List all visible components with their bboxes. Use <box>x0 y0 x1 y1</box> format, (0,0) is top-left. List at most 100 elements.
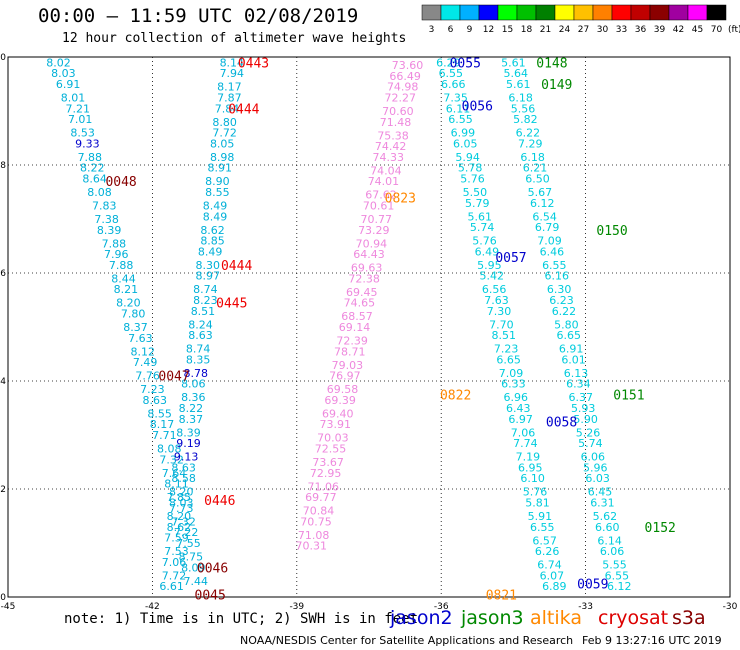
colorbar-label: 6 <box>448 25 454 35</box>
data-point-jason3: 6.46 <box>540 245 565 258</box>
x-tick-label: -36 <box>434 602 449 612</box>
y-tick-label: 8 <box>0 161 6 171</box>
data-point-jason3: 6.54 <box>532 210 557 223</box>
data-point-s3a: 7.06 <box>162 556 187 569</box>
data-point-altika: 71.08 <box>298 529 330 542</box>
data-point-altika: 69.40 <box>322 407 354 420</box>
data-point-s3a: 7.88 <box>109 259 134 272</box>
data-point-s3a: 8.37 <box>123 321 148 334</box>
pass-label-jason2: 0055 <box>450 56 481 71</box>
data-point-s3a: 8.03 <box>169 497 194 510</box>
data-point-jason2: 5.42 <box>479 270 504 283</box>
data-point-jason3: 6.03 <box>585 472 610 485</box>
data-point-s3a: 9.33 <box>75 137 100 150</box>
data-point-jason2: 6.05 <box>453 137 478 150</box>
data-point-s3a: 6.91 <box>56 78 81 91</box>
data-point-jason2: 6.96 <box>504 391 529 404</box>
data-point-jason3: 7.29 <box>518 137 543 150</box>
data-point-altika: 74.65 <box>344 297 376 310</box>
data-point-altika: 79.03 <box>332 359 364 372</box>
data-point-jason3: 6.12 <box>607 580 632 593</box>
pass-label-jason3: 0150 <box>596 224 627 239</box>
data-point-altika: 74.98 <box>387 81 419 94</box>
colorbar-label: 18 <box>521 25 533 35</box>
data-point-s3a: 8.24 <box>188 318 213 331</box>
data-point-jason3: 6.55 <box>542 259 567 272</box>
data-point-jason2: 5.91 <box>528 510 553 523</box>
data-point-altika: 73.29 <box>358 224 390 237</box>
data-point-altika: 76.97 <box>329 370 361 383</box>
data-point-altika: 67.62 <box>365 189 397 202</box>
data-point-altika: 72.95 <box>310 467 342 480</box>
data-point-s3a: 8.78 <box>183 367 208 380</box>
data-point-jason2: 6.55 <box>448 113 473 126</box>
data-point-jason2: 5.79 <box>465 197 490 210</box>
data-point-jason3: 6.13 <box>564 367 589 380</box>
data-point-altika: 69.45 <box>346 286 378 299</box>
data-point-jason3: 6.50 <box>525 173 550 186</box>
pass-label-altika: 0823 <box>385 191 416 206</box>
data-point-s3a: 8.44 <box>111 272 136 285</box>
data-point-s3a: 8.20 <box>169 486 194 499</box>
data-point-altika: 66.49 <box>389 70 421 83</box>
data-point-jason2: 7.30 <box>487 305 512 318</box>
data-point-jason3: 7.09 <box>537 235 562 248</box>
data-point-jason2: 5.76 <box>523 486 548 499</box>
data-point-s3a: 7.85 <box>167 491 192 504</box>
pass-label-jason2: 0057 <box>495 251 526 266</box>
colorbar-swatch <box>440 4 461 21</box>
data-point-altika: 72.55 <box>315 443 347 456</box>
data-point-jason3: 6.60 <box>595 521 620 534</box>
data-point-s3a: 7.32 <box>171 515 196 528</box>
data-point-jason2: 5.50 <box>463 186 488 199</box>
data-point-s3a: 8.06 <box>181 378 206 391</box>
data-point-jason3: 6.22 <box>552 305 577 318</box>
data-point-s3a: 8.91 <box>208 162 233 175</box>
data-point-s3a: 8.74 <box>193 283 218 296</box>
colorbar-swatch <box>611 4 632 21</box>
data-point-s3a: 7.55 <box>176 537 201 550</box>
pass-label-s3a: 0047 <box>158 370 189 385</box>
footnote: note: 1) Time is in UTC; 2) SWH is in fe… <box>64 611 419 627</box>
data-point-s3a: 8.49 <box>203 200 228 213</box>
data-point-s3a: 7.22 <box>174 526 199 539</box>
pass-label-jason3: 0151 <box>613 389 644 404</box>
pass-label-jason2: 0059 <box>577 578 608 593</box>
data-point-jason3: 6.18 <box>520 151 545 164</box>
data-point-s3a: 8.22 <box>80 162 105 175</box>
data-point-s3a: 8.75 <box>179 551 204 564</box>
data-point-s3a: 8.36 <box>181 391 206 404</box>
colorbar-label: 39 <box>654 25 666 35</box>
pass-label-jason3: 0148 <box>536 56 567 71</box>
y-tick-label: 4 <box>0 377 6 387</box>
pass-label-s3a: 0048 <box>105 175 136 190</box>
data-point-s3a: 8.62 <box>167 521 192 534</box>
data-point-jason3: 6.06 <box>600 545 625 558</box>
chart-title: 00:00 – 11:59 UTC 02/08/2019 <box>38 5 359 27</box>
data-point-jason2: 5.81 <box>525 497 550 510</box>
data-point-jason2: 7.06 <box>511 426 536 439</box>
data-point-altika: 70.60 <box>382 105 414 118</box>
pass-label-cryosat: 0443 <box>238 56 269 71</box>
data-point-jason3: 6.79 <box>535 221 560 234</box>
data-point-s3a: 7.38 <box>94 213 119 226</box>
data-point-s3a: 8.08 <box>157 443 182 456</box>
data-point-jason2: 6.11 <box>446 102 471 115</box>
data-point-jason2: 8.51 <box>492 329 517 342</box>
legend-jason2: jason2 <box>390 607 453 629</box>
pass-label-cryosat: 0445 <box>216 297 247 312</box>
data-point-s3a: 7.87 <box>217 92 242 105</box>
data-point-s3a: 8.39 <box>97 224 122 237</box>
data-point-s3a: 8.22 <box>179 402 204 415</box>
colorbar-swatch <box>649 4 670 21</box>
data-point-altika: 69.77 <box>305 491 337 504</box>
data-point-s3a: 8.85 <box>200 235 225 248</box>
data-point-s3a: 7.72 <box>212 127 237 140</box>
data-point-jason2: 7.35 <box>443 92 468 105</box>
data-point-jason2: 6.95 <box>518 461 543 474</box>
data-point-altika: 72.39 <box>336 335 368 348</box>
data-point-s3a: 8.97 <box>196 270 221 283</box>
pass-labels: 0443 0444 0048 0444 0445 0047 0446 0046 0045 0055… <box>105 56 675 603</box>
data-point-s3a: 7.21 <box>66 102 91 115</box>
data-point-s3a: 7.94 <box>220 67 245 80</box>
